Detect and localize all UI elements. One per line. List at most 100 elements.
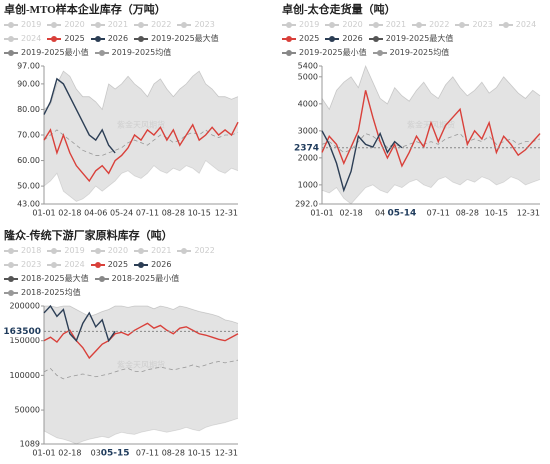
- legend-marker: [177, 247, 192, 254]
- chart-title: 卓创-太仓走货量（吨）: [282, 4, 396, 16]
- legend-label: 2019-2025均值: [389, 48, 450, 57]
- x-tick-label: 10-15: [485, 209, 508, 218]
- legend-label: 2023: [194, 20, 215, 29]
- legend-label: 2019-2025最小值: [299, 48, 367, 57]
- page: 卓创-MTO样本企业库存（万吨） 2019 2020 2021 2022 2023 202…: [3, 2, 546, 459]
- x-tick-label: 01-01: [32, 449, 55, 458]
- legend-label: 2021: [385, 20, 407, 29]
- plot: 紫金天风期货292.010002000300040005000540001-01…: [282, 62, 541, 219]
- y-tick-label: 2000: [298, 153, 318, 162]
- x-tick-label: 03: [91, 449, 101, 458]
- legend-label: 2020: [342, 20, 363, 29]
- legend-label: 2019-2025最大值: [385, 34, 454, 43]
- legend-marker: [368, 21, 383, 28]
- legend-label: 2022: [429, 20, 450, 29]
- series-line: [44, 305, 239, 324]
- legend-label: 2023: [472, 20, 493, 29]
- legend-item: 2025: [282, 33, 319, 44]
- legend-label: 2019: [21, 20, 42, 29]
- legend: 2019 2020 2021 2022 2023 2024 2025 2026 2019-202…: [282, 18, 546, 60]
- x-tick-label: 05-15: [101, 449, 130, 459]
- legend-marker: [90, 21, 105, 28]
- series-line: [321, 64, 541, 111]
- legend-item: 2024: [498, 19, 537, 30]
- legend-marker: [4, 21, 18, 28]
- legend-marker: [498, 21, 513, 28]
- x-tick-label: 07-11: [427, 209, 450, 218]
- y-tick-label: 90.00: [17, 79, 40, 88]
- chart: 隆众-传统下游厂家原料库存（吨） 2018 2019 2020 2021 2022 202…: [3, 228, 244, 464]
- legend-marker: [4, 247, 18, 254]
- legend-marker: [4, 49, 18, 56]
- series-line: [43, 77, 116, 154]
- legend-marker: [4, 261, 18, 268]
- legend-item: 2018-2025均值: [4, 287, 81, 298]
- legend-item: 2022: [134, 19, 171, 30]
- series-line: [43, 70, 239, 111]
- legend-marker: [282, 21, 296, 28]
- legend-item: 2019: [282, 19, 319, 30]
- legend-label: 2024: [21, 34, 42, 43]
- x-tick-label: 05-24: [110, 209, 133, 218]
- series-line: [321, 176, 541, 205]
- legend-item: 2020: [47, 19, 85, 30]
- x-tick-label: 07-11: [136, 449, 159, 458]
- legend-label: 2024: [64, 260, 85, 269]
- legend-item: 2023: [177, 19, 215, 30]
- legend-label: 2019: [64, 246, 85, 255]
- series-line: [321, 130, 403, 193]
- legend-item: 2026: [90, 33, 128, 44]
- crosshair-label-bg: [282, 141, 321, 154]
- range-band: [322, 66, 540, 204]
- legend-label: 2026: [342, 34, 363, 43]
- x-tick-label: 12-31: [215, 449, 238, 458]
- y-tick-label: 43.00: [17, 200, 40, 209]
- legend-label: 2019-2025均值: [111, 48, 172, 57]
- crosshair-label-bg: [4, 325, 43, 338]
- range-band: [44, 71, 238, 202]
- x-tick-label: 01-01: [32, 209, 55, 218]
- legend-item: 2019-2025均值: [372, 47, 450, 58]
- legend-item: 2019: [47, 245, 85, 256]
- legend-item: 2019-2025最大值: [134, 33, 219, 44]
- x-tick-label: 02-18: [339, 209, 362, 218]
- y-tick-label: 3000: [298, 126, 318, 135]
- series-line: [43, 129, 239, 156]
- legend-marker: [177, 21, 192, 28]
- legend-marker: [134, 261, 149, 268]
- legend-label: 2018: [21, 246, 42, 255]
- y-tick-label: 60.00: [17, 156, 40, 165]
- x-tick-label: 02-18: [58, 449, 81, 458]
- range-band: [44, 306, 238, 444]
- legend-item: 2019-2025均值: [94, 47, 172, 58]
- legend-label: 2026: [151, 260, 172, 269]
- chart: 卓创-太仓走货量（吨） 2019 2020 2021 2022 2023 2024 2025…: [282, 2, 546, 224]
- x-tick-label: 02-18: [58, 209, 81, 218]
- y-tick-label: 50000: [15, 406, 40, 415]
- legend: 2018 2019 2020 2021 2022 2023 2024 2025 2026 2018…: [4, 244, 244, 300]
- legend-label: 2023: [21, 260, 42, 269]
- legend-label: 2018-2025均值: [21, 288, 81, 297]
- legend-label: 2024: [515, 20, 537, 29]
- legend-label: 2022: [194, 246, 215, 255]
- series-line: [43, 121, 239, 183]
- legend-label: 2018-2025最小值: [111, 274, 180, 283]
- legend-label: 2019-2025最大值: [151, 34, 219, 43]
- legend-marker: [134, 21, 149, 28]
- legend-marker: [90, 35, 105, 42]
- legend-label: 2020: [107, 246, 129, 255]
- watermark: 紫金天风期货: [117, 360, 165, 370]
- legend-marker: [282, 49, 296, 56]
- y-tick-label: 100000: [9, 371, 40, 380]
- series-line: [321, 133, 541, 153]
- x-tick-label: 04: [375, 209, 385, 218]
- legend-item: 2019: [4, 19, 41, 30]
- legend-label: 2025: [64, 34, 85, 43]
- legend-item: 2022: [412, 19, 449, 30]
- legend-marker: [94, 275, 109, 282]
- x-tick-label: 10-15: [188, 449, 211, 458]
- legend-marker: [90, 261, 105, 268]
- x-tick-label: 08-28: [162, 209, 185, 218]
- y-tick-label: 1000: [298, 180, 318, 189]
- legend-marker: [4, 35, 18, 42]
